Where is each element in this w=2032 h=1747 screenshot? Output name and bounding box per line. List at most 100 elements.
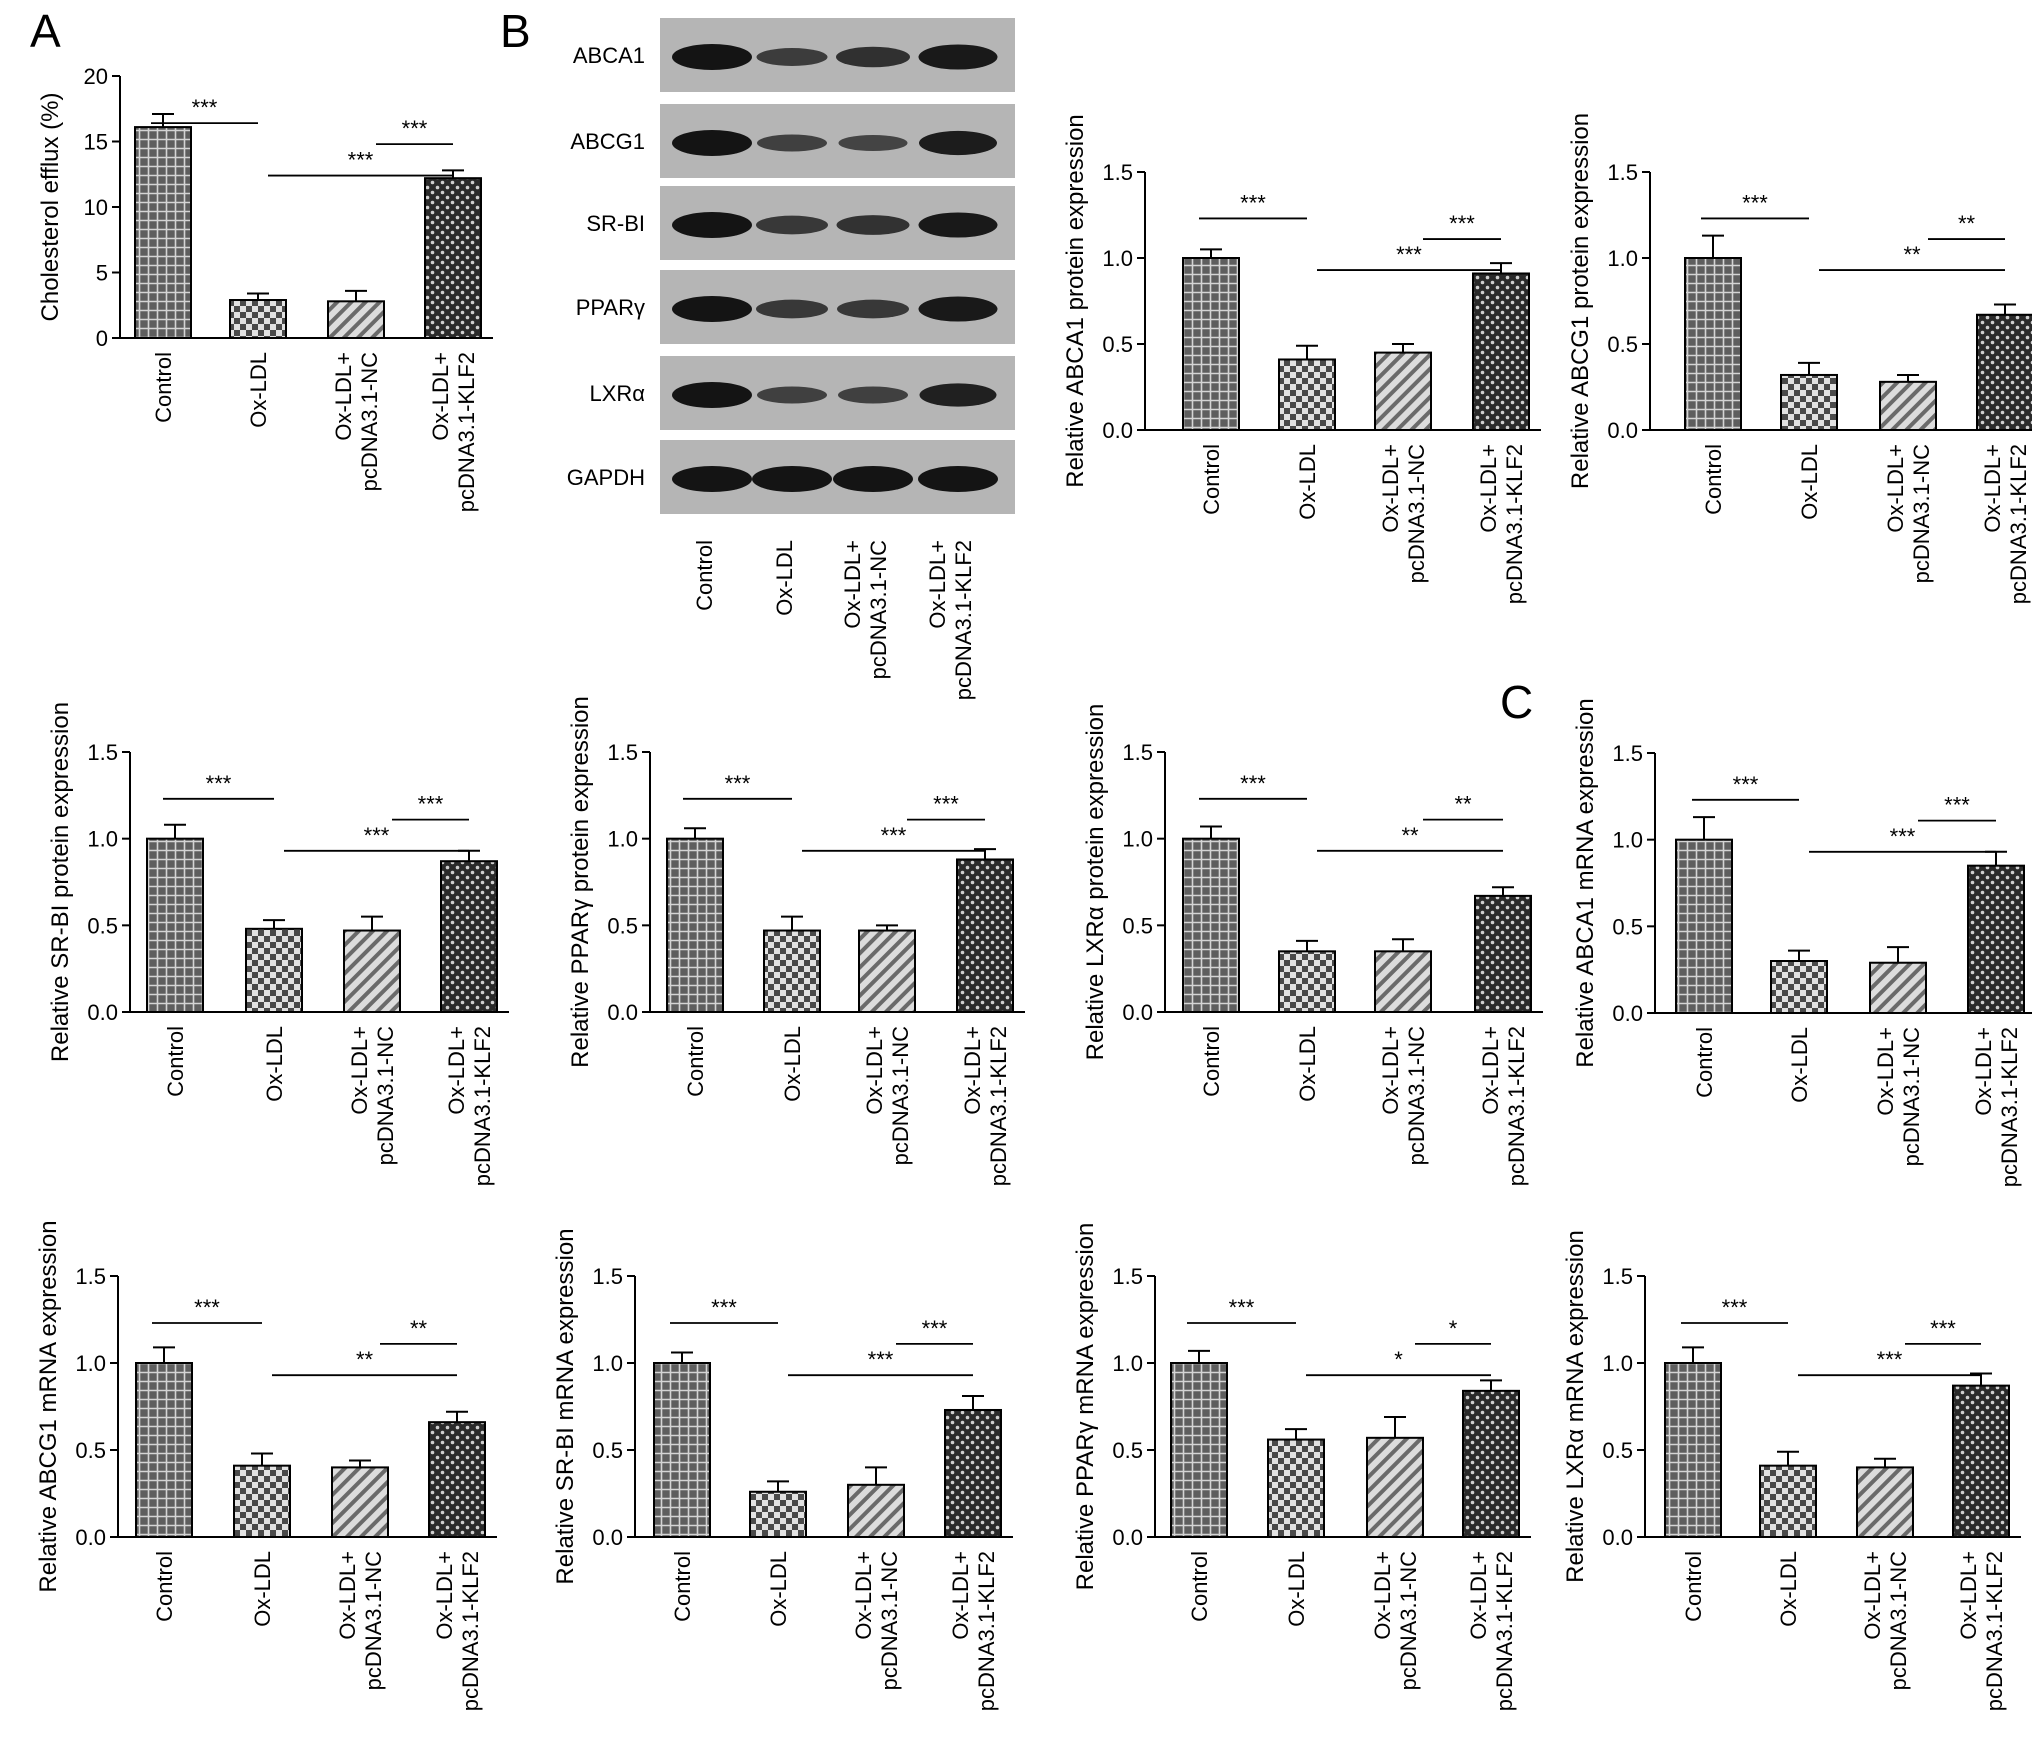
y-tick-label: 0.0 (87, 1000, 118, 1025)
y-axis-label: Relative SR-BI protein expression (47, 702, 74, 1062)
significance-label: *** (1396, 242, 1422, 267)
y-tick-label: 1.0 (1612, 828, 1643, 853)
x-tick-label-line: pcDNA3.1-NC (357, 352, 382, 491)
blot-lane-label-line: pcDNA3.1-KLF2 (951, 540, 976, 700)
blot-band (918, 296, 998, 322)
significance-label: ** (1903, 242, 1921, 267)
y-tick-label: 0.5 (607, 913, 638, 938)
y-tick-label: 1.0 (1602, 1351, 1633, 1376)
x-tick-label: Ox-LDL (1295, 444, 1320, 520)
blot-band (756, 48, 828, 66)
y-tick-label: 0.5 (75, 1438, 106, 1463)
bar (343, 929, 401, 1013)
x-tick-label: Ox-LDL+pcDNA3.1-KLF2 (1980, 444, 2031, 604)
x-tick-label-line: pcDNA3.1-KLF2 (1982, 1551, 2007, 1711)
bar (1675, 838, 1733, 1015)
y-tick-label: 0.5 (1102, 332, 1133, 357)
y-tick-label: 0.0 (1112, 1525, 1143, 1550)
significance-label: *** (1240, 190, 1266, 215)
x-tick-label-line: pcDNA3.1-KLF2 (1492, 1551, 1517, 1711)
significance-label: *** (1890, 824, 1916, 849)
chart-abca1-mrna: 0.0 0.5 1.0 1.5 Relative ABCA1 mRNA expressi… (1572, 698, 2032, 1187)
blot-band (756, 299, 828, 319)
y-tick-label: 0.5 (87, 913, 118, 938)
blot-lane-label: Ox-LDL+pcDNA3.1-NC (840, 540, 891, 679)
significance-label: *** (868, 1347, 894, 1372)
y-tick-label: 1.5 (75, 1264, 106, 1289)
y-tick-label: 1.5 (1102, 160, 1133, 185)
y-tick-label: 0.0 (1122, 1000, 1153, 1025)
bar (1462, 1389, 1520, 1538)
x-tick-label-line: pcDNA3.1-KLF2 (458, 1551, 483, 1711)
significance-label: ** (356, 1347, 374, 1372)
bar (1869, 961, 1927, 1015)
x-tick-label-line: Ox-LDL (780, 1026, 805, 1102)
blot-band (752, 466, 832, 492)
blot-band (672, 130, 752, 156)
x-tick-label-line: Ox-LDL (766, 1551, 791, 1627)
bar (428, 1421, 486, 1539)
y-tick-label: 0.5 (1112, 1438, 1143, 1463)
x-tick-label-line: Ox-LDL (1787, 1027, 1812, 1103)
chart-lxr-protein: 0.0 0.5 1.0 1.5 Relative LXRα protein expres… (1082, 704, 1543, 1186)
x-tick-label-line: Ox-LDL (1797, 444, 1822, 520)
bar-charts: 0 5 10 15 20 Cholesterol efflux (%) Control Ox-… (35, 64, 2032, 1711)
x-tick-label-line: Ox-LDL+ (1971, 1027, 1996, 1116)
chart-efflux: 0 5 10 15 20 Cholesterol efflux (%) Control Ox-… (37, 64, 493, 512)
blot-band (918, 466, 998, 492)
significance-label: *** (881, 823, 907, 848)
x-tick-label-line: pcDNA3.1-NC (877, 1551, 902, 1690)
chart-ppar-mrna: 0.0 0.5 1.0 1.5 Relative PPARγ mRNA expressi… (1072, 1223, 1531, 1711)
y-axis-label: Relative ABCG1 protein expression (1567, 113, 1594, 489)
blot-row-label: LXRα (589, 381, 645, 406)
x-tick-label-line: Control (1199, 1026, 1224, 1097)
y-axis-label: Relative ABCA1 protein expression (1062, 114, 1089, 488)
x-tick-label-line: Ox-LDL+ (432, 1551, 457, 1640)
y-tick-label: 10 (84, 195, 108, 220)
x-tick-label: Ox-LDL (1295, 1026, 1320, 1102)
x-tick-label: Ox-LDL+pcDNA3.1-KLF2 (1478, 1026, 1529, 1186)
x-tick-label-line: pcDNA3.1-NC (888, 1026, 913, 1165)
x-tick-label: Ox-LDL+pcDNA3.1-NC (1378, 444, 1429, 583)
x-tick-label: Control (670, 1551, 695, 1622)
bar (1759, 1464, 1817, 1539)
blot-lane-label-line: Ox-LDL+ (925, 540, 950, 629)
bar (1374, 351, 1432, 432)
x-tick-label: Control (1199, 444, 1224, 515)
chart-abcg1-protein: 0.0 0.5 1.0 1.5 Relative ABCG1 protein expre… (1567, 113, 2032, 604)
bar (1182, 257, 1240, 431)
x-tick-label: Ox-LDL+pcDNA3.1-NC (335, 1551, 386, 1690)
x-tick-label-line: Ox-LDL+ (1956, 1551, 1981, 1640)
x-tick-label-line: Ox-LDL+ (862, 1026, 887, 1115)
chart-srbi-mrna: 0.0 0.5 1.0 1.5 Relative SR-BI mRNA expressi… (552, 1228, 1013, 1711)
blot-band (918, 44, 998, 70)
bar (1267, 1438, 1325, 1539)
significance-label: *** (364, 823, 390, 848)
bar (1664, 1362, 1722, 1538)
x-tick-label: Ox-LDL (250, 1551, 275, 1627)
bar (245, 927, 303, 1013)
y-tick-label: 20 (84, 64, 108, 89)
x-tick-label-line: pcDNA3.1-NC (1404, 444, 1429, 583)
y-tick-label: 15 (84, 130, 108, 155)
y-tick-label: 0.5 (592, 1438, 623, 1463)
x-tick-label: Ox-LDL (246, 352, 271, 428)
x-tick-label-line: pcDNA3.1-NC (1886, 1551, 1911, 1690)
significance-label: ** (410, 1316, 428, 1341)
bar (327, 300, 385, 340)
blot-row: ABCA1 (573, 18, 1015, 92)
x-tick-label: Ox-LDL (1284, 1551, 1309, 1627)
x-tick-label: Ox-LDL+pcDNA3.1-NC (1370, 1551, 1421, 1690)
x-tick-label: Control (1187, 1551, 1212, 1622)
blot-band (757, 386, 827, 404)
blot-band (838, 386, 908, 404)
x-tick-label-line: Ox-LDL (1284, 1551, 1309, 1627)
significance-label: *** (1722, 1295, 1748, 1320)
blot-row: GAPDH (567, 440, 1015, 514)
x-tick-label-line: Ox-LDL+ (1378, 1026, 1403, 1115)
bar (134, 126, 192, 339)
blot-row-label: GAPDH (567, 465, 645, 490)
x-tick-label-line: Ox-LDL+ (1476, 444, 1501, 533)
blot-band (919, 383, 997, 407)
x-tick-label-line: Ox-LDL+ (960, 1026, 985, 1115)
